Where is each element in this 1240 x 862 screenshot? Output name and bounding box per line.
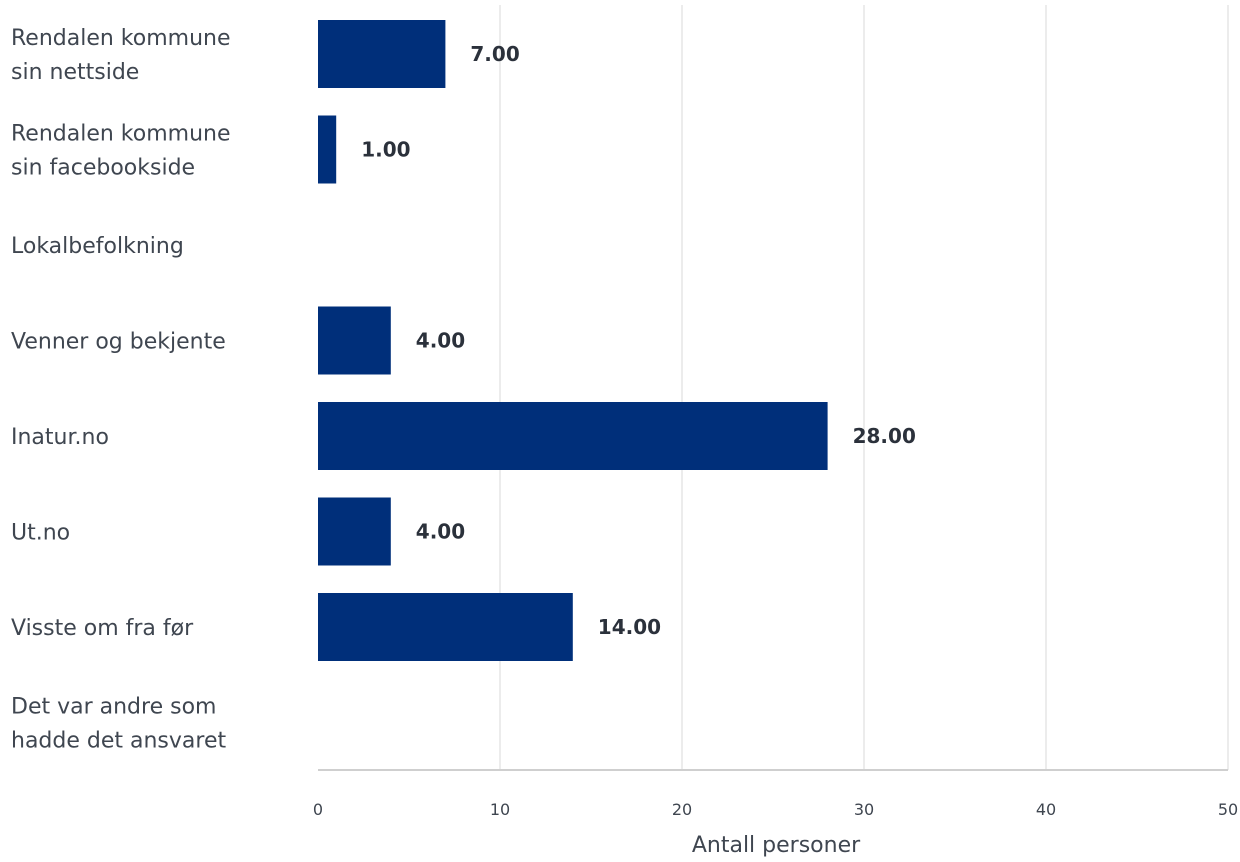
category-label-line: Inatur.no [11, 425, 109, 450]
category-label: Rendalen kommune sin nettside [11, 26, 231, 85]
category-label-line: hadde det ansvaret [11, 729, 226, 754]
bar-value-label: 28.00 [853, 424, 916, 448]
value-labels: 7.00 1.00 4.00 28.00 4.00 14.00 [361, 42, 916, 639]
category-label-line: Ut.no [11, 521, 70, 546]
category-label: Visste om fra før [11, 616, 194, 641]
category-label-line: sin facebookside [11, 156, 195, 181]
category-label-line: Det var andre som [11, 695, 216, 720]
category-label-line: Rendalen kommune [11, 122, 231, 147]
gridlines [499, 5, 1229, 770]
category-label-line: sin nettside [11, 60, 139, 85]
bars [318, 20, 828, 661]
x-tick-label: 50 [1218, 800, 1238, 819]
x-axis-title: Antall personer [692, 833, 861, 858]
bar [318, 306, 391, 375]
bar-value-label: 4.00 [416, 520, 465, 544]
x-tick-label: 10 [490, 800, 510, 819]
category-label-line: Rendalen kommune [11, 26, 231, 51]
category-label-line: Venner og bekjente [11, 330, 226, 355]
bar-value-label: 4.00 [416, 329, 465, 353]
category-label: Lokalbefolkning [11, 234, 184, 259]
bar [318, 593, 573, 661]
bar [318, 497, 391, 566]
category-label: Det var andre som hadde det ansvaret [11, 695, 226, 754]
category-label-line: Visste om fra før [11, 616, 194, 641]
x-tick-labels: 0 10 20 30 40 50 [313, 800, 1238, 819]
x-tick-label: 30 [854, 800, 874, 819]
x-tick-label: 0 [313, 800, 323, 819]
bar [318, 115, 337, 184]
x-tick-label: 40 [1036, 800, 1056, 819]
bar-value-label: 1.00 [361, 138, 410, 162]
category-label: Inatur.no [11, 425, 109, 450]
bar [318, 402, 828, 470]
category-label: Ut.no [11, 521, 70, 546]
bar-value-label: 14.00 [598, 615, 661, 639]
category-label: Rendalen kommune sin facebookside [11, 122, 231, 181]
bar-value-label: 7.00 [470, 42, 519, 66]
bar [318, 20, 446, 88]
category-label-line: Lokalbefolkning [11, 234, 184, 259]
x-tick-label: 20 [672, 800, 692, 819]
category-label: Venner og bekjente [11, 330, 226, 355]
